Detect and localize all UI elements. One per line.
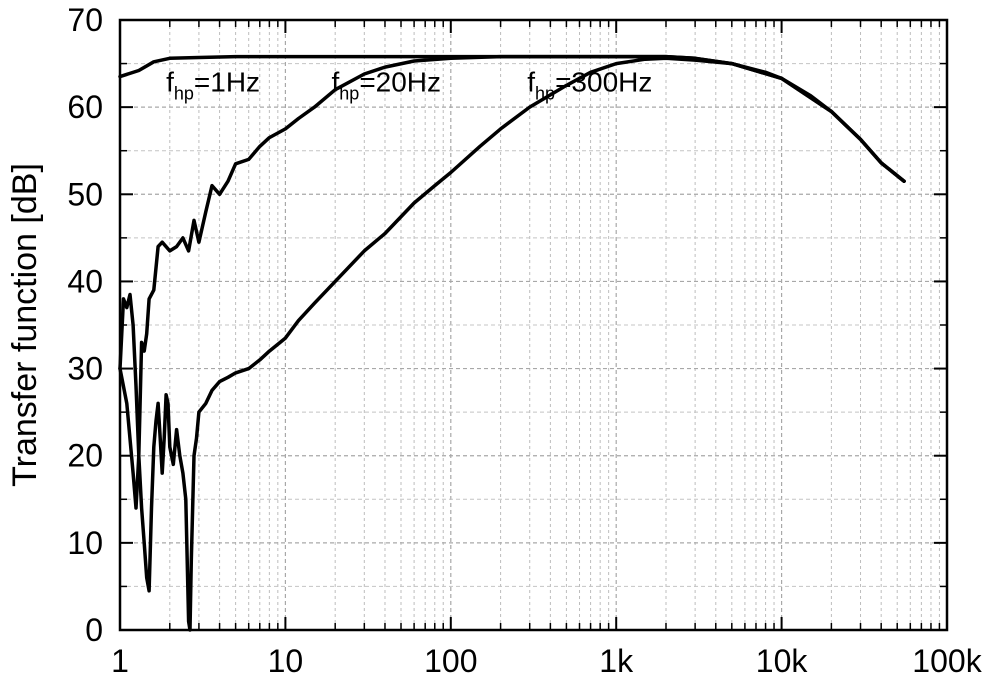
curve-label-3: fhp=300Hz xyxy=(527,66,652,103)
series-line-2 xyxy=(118,54,906,510)
series-curves xyxy=(118,54,906,632)
y-tick-label: 30 xyxy=(67,351,103,387)
x-tick-label: 1 xyxy=(111,643,129,679)
y-tick-labels: 0 10 20 30 40 50 60 70 xyxy=(67,2,103,648)
y-tick-label: 20 xyxy=(67,438,103,474)
curve-label-1: fhp=1Hz xyxy=(166,66,260,103)
y-tick-label: 60 xyxy=(67,89,103,125)
curve-annotations: fhp=1Hz fhp=20Hz fhp=300Hz xyxy=(166,66,652,103)
y-tick-label: 0 xyxy=(85,612,103,648)
y-tick-label: 50 xyxy=(67,176,103,212)
curve-label-2: fhp=20Hz xyxy=(332,66,442,103)
y-tick-label: 10 xyxy=(67,525,103,561)
y-axis-title: Transfer function [dB] xyxy=(6,163,44,487)
x-tick-label: 10k xyxy=(756,643,809,679)
y-tick-label: 70 xyxy=(67,2,103,38)
y-tick-label: 40 xyxy=(67,263,103,299)
x-tick-label: 100k xyxy=(912,643,982,679)
x-tick-label: 1k xyxy=(599,643,634,679)
x-tick-labels: 1 10 100 1k 10k 100k xyxy=(111,643,983,679)
x-tick-label: 10 xyxy=(268,643,304,679)
grid-lines xyxy=(119,20,947,630)
axis-ticks xyxy=(119,19,948,631)
x-tick-label: 100 xyxy=(424,643,477,679)
series-line-3 xyxy=(118,56,906,632)
